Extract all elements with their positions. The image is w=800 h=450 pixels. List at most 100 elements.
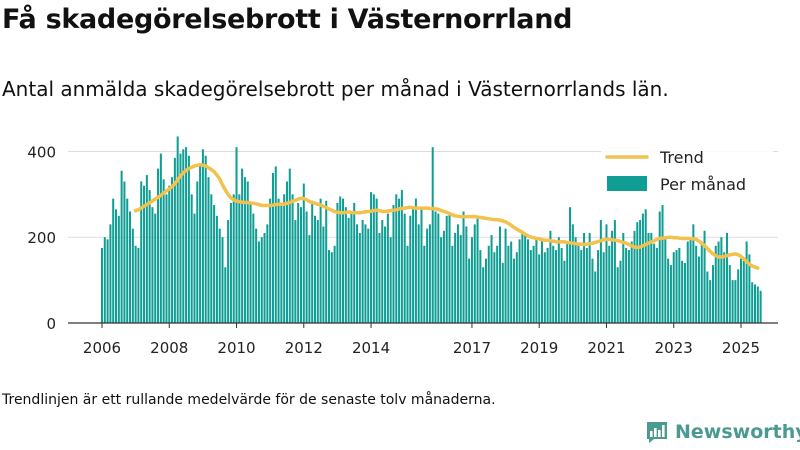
bar — [328, 250, 331, 323]
bar — [675, 250, 678, 323]
bar — [182, 149, 185, 323]
bar — [120, 170, 123, 323]
bar — [428, 224, 431, 323]
bar — [252, 213, 255, 323]
bar — [117, 215, 120, 323]
bar — [591, 258, 594, 323]
bar — [241, 168, 244, 323]
bar — [588, 232, 591, 323]
bar — [224, 267, 227, 323]
bar — [364, 224, 367, 323]
bar — [218, 228, 221, 323]
bar — [456, 224, 459, 323]
bar — [479, 250, 482, 323]
bar — [465, 226, 468, 323]
bar — [227, 220, 230, 323]
bar — [400, 190, 403, 323]
bar — [633, 230, 636, 323]
bar — [599, 220, 602, 323]
bar — [185, 147, 188, 323]
bar — [193, 213, 196, 323]
bar — [137, 247, 140, 323]
brand-name: Newsworthy — [675, 421, 800, 443]
bar — [510, 241, 513, 323]
bar — [742, 260, 745, 323]
bar — [305, 211, 308, 323]
bar — [255, 228, 258, 323]
bar — [213, 205, 216, 323]
x-tick-label: 2019 — [520, 339, 558, 357]
bar — [552, 245, 555, 323]
bar — [723, 252, 726, 323]
bar — [336, 202, 339, 323]
bar — [339, 196, 342, 323]
bar — [653, 243, 656, 323]
bar — [487, 245, 490, 323]
bar — [440, 237, 443, 323]
bar — [148, 190, 151, 323]
newsworthy-logo-icon — [647, 422, 667, 443]
bar — [616, 267, 619, 323]
bar — [448, 213, 451, 323]
bar — [386, 213, 389, 323]
x-tick-label: 2021 — [587, 339, 625, 357]
bar — [619, 260, 622, 323]
bar — [392, 205, 395, 323]
bar — [644, 209, 647, 323]
bar — [375, 198, 378, 323]
bar — [756, 286, 759, 323]
bar — [731, 280, 734, 323]
bar — [232, 194, 235, 323]
bar — [585, 247, 588, 323]
bar — [689, 237, 692, 323]
bar — [423, 245, 426, 323]
bar — [602, 252, 605, 323]
bar — [274, 166, 277, 323]
bar — [737, 269, 740, 323]
bar — [521, 230, 524, 323]
y-tick-label: 400 — [27, 143, 56, 161]
bar — [162, 179, 165, 323]
bar — [462, 211, 465, 323]
bar — [535, 237, 538, 323]
bar — [557, 237, 560, 323]
bar — [221, 237, 224, 323]
bar — [302, 183, 305, 323]
bar — [103, 237, 106, 323]
bar — [700, 241, 703, 323]
bar — [143, 185, 146, 323]
bar — [532, 245, 535, 323]
bar — [667, 258, 670, 323]
bar — [294, 220, 297, 323]
bar — [583, 232, 586, 323]
bar — [703, 230, 706, 323]
chart-area: 0 200 400 2006 2008 2010 2012 2014 2017 2019 2021 2… — [27, 136, 778, 357]
bar — [266, 224, 269, 323]
bar — [728, 265, 731, 323]
bar — [434, 211, 437, 323]
chart-title: Få skadegörelsebrott i Västernorrland — [2, 4, 573, 35]
bar — [414, 198, 417, 323]
bar — [398, 198, 401, 323]
bar — [470, 237, 473, 323]
x-tick-label: 2014 — [352, 339, 390, 357]
bar — [190, 194, 193, 323]
bar — [165, 194, 168, 323]
bar — [636, 222, 639, 323]
x-tick-label: 2017 — [453, 339, 491, 357]
bar — [709, 280, 712, 323]
bar — [238, 194, 241, 323]
bar — [280, 202, 283, 323]
x-tick-label: 2025 — [722, 339, 760, 357]
bar — [759, 290, 762, 323]
bar — [563, 260, 566, 323]
brand-logo: Newsworthy — [645, 420, 800, 444]
bar — [451, 245, 454, 323]
bar — [207, 177, 210, 323]
footnote: Trendlinjen är ett rullande medelvärde f… — [2, 392, 496, 408]
bar — [473, 224, 476, 323]
bar — [106, 239, 109, 323]
bar — [395, 194, 398, 323]
x-tick-label: 2012 — [285, 339, 323, 357]
bar — [496, 245, 499, 323]
